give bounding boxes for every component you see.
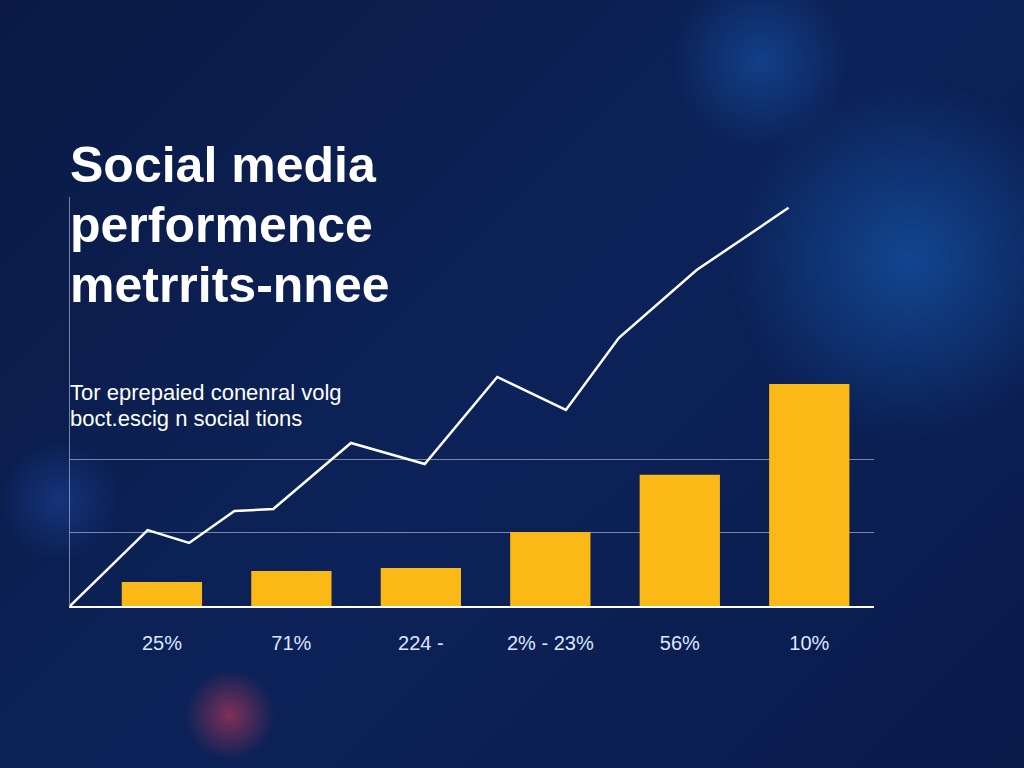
html-text:Tor eprepaied conenral volg bo: Tor eprepaied conenral volg boct.escig n…: [70, 380, 342, 432]
svg-text:224 -: 224 -: [398, 632, 444, 654]
svg-text:71%: 71%: [271, 632, 311, 654]
html-text:Social media performence metrr: Social media performence metrrits-nnee: [70, 137, 390, 313]
svg-text:56%: 56%: [660, 632, 700, 654]
svg-text:25%: 25%: [142, 632, 182, 654]
svg-text:10%: 10%: [789, 632, 829, 654]
svg-text:2% - 23%: 2% - 23%: [507, 632, 594, 654]
